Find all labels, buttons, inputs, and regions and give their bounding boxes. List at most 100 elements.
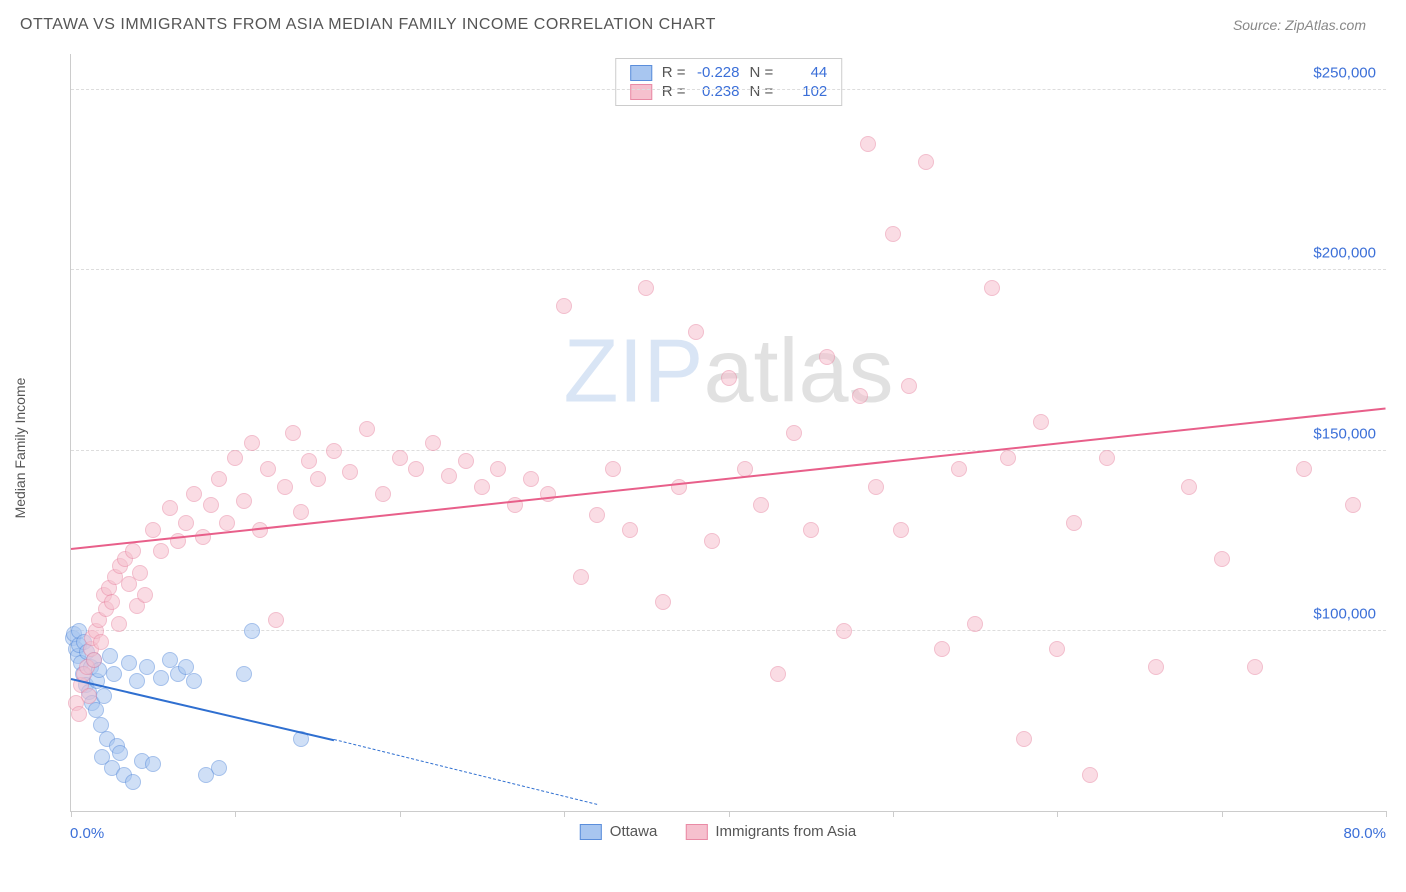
scatter-point xyxy=(153,543,169,559)
scatter-point xyxy=(490,461,506,477)
gridline xyxy=(71,450,1386,451)
scatter-point xyxy=(203,497,219,513)
y-tick-label: $100,000 xyxy=(1313,605,1376,622)
scatter-point xyxy=(260,461,276,477)
scatter-point xyxy=(638,280,654,296)
scatter-point xyxy=(71,706,87,722)
scatter-point xyxy=(125,543,141,559)
scatter-point xyxy=(293,504,309,520)
scatter-point xyxy=(786,425,802,441)
legend-swatch xyxy=(630,84,652,100)
scatter-point xyxy=(145,522,161,538)
scatter-point xyxy=(556,298,572,314)
scatter-point xyxy=(1214,551,1230,567)
scatter-point xyxy=(1099,450,1115,466)
scatter-point xyxy=(1181,479,1197,495)
x-axis-max-label: 80.0% xyxy=(1343,825,1386,842)
scatter-point xyxy=(104,594,120,610)
scatter-point xyxy=(86,652,102,668)
scatter-point xyxy=(425,435,441,451)
scatter-point xyxy=(1033,414,1049,430)
scatter-point xyxy=(111,616,127,632)
x-tick xyxy=(400,811,401,817)
scatter-point xyxy=(885,226,901,242)
scatter-point xyxy=(132,565,148,581)
scatter-point xyxy=(277,479,293,495)
scatter-point xyxy=(704,533,720,549)
scatter-point xyxy=(359,421,375,437)
scatter-point xyxy=(244,623,260,639)
scatter-point xyxy=(753,497,769,513)
scatter-point xyxy=(1148,659,1164,675)
scatter-point xyxy=(145,756,161,772)
scatter-point xyxy=(441,468,457,484)
scatter-point xyxy=(836,623,852,639)
scatter-point xyxy=(868,479,884,495)
scatter-point xyxy=(211,471,227,487)
legend-correlation-row: R =0.238N =102 xyxy=(630,82,828,101)
scatter-point xyxy=(93,634,109,650)
legend-series-item: Ottawa xyxy=(580,823,658,840)
legend-r-label: R = xyxy=(662,64,686,81)
scatter-point xyxy=(129,673,145,689)
scatter-point xyxy=(605,461,621,477)
scatter-point xyxy=(1082,767,1098,783)
plot-area: ZIPatlas R =-0.228N =44R =0.238N =102 $1… xyxy=(70,54,1386,812)
legend-swatch xyxy=(580,824,602,840)
legend-correlation-box: R = -0.228 N = 44R =0.238N =102 xyxy=(615,58,843,106)
scatter-point xyxy=(1000,450,1016,466)
x-tick xyxy=(729,811,730,817)
legend-series: OttawaImmigrants from Asia xyxy=(580,823,856,840)
legend-swatch xyxy=(685,824,707,840)
scatter-point xyxy=(162,500,178,516)
scatter-point xyxy=(934,641,950,657)
legend-n-value: 44 xyxy=(783,64,827,81)
trend-line-extrapolated xyxy=(334,739,597,805)
gridline xyxy=(71,89,1386,90)
scatter-point xyxy=(153,670,169,686)
scatter-point xyxy=(1296,461,1312,477)
legend-correlation-row: R = -0.228 N = 44 xyxy=(630,63,828,82)
x-tick xyxy=(1057,811,1058,817)
scatter-point xyxy=(860,136,876,152)
scatter-point xyxy=(573,569,589,585)
scatter-point xyxy=(1049,641,1065,657)
legend-r-value: -0.228 xyxy=(696,64,740,81)
scatter-point xyxy=(96,688,112,704)
scatter-point xyxy=(106,666,122,682)
scatter-point xyxy=(622,522,638,538)
scatter-point xyxy=(285,425,301,441)
scatter-point xyxy=(195,529,211,545)
scatter-point xyxy=(112,745,128,761)
scatter-point xyxy=(342,464,358,480)
scatter-point xyxy=(139,659,155,675)
scatter-point xyxy=(901,378,917,394)
scatter-point xyxy=(186,673,202,689)
scatter-point xyxy=(1345,497,1361,513)
scatter-point xyxy=(408,461,424,477)
legend-n-label: N = xyxy=(750,64,774,81)
scatter-point xyxy=(301,453,317,469)
scatter-point xyxy=(458,453,474,469)
scatter-point xyxy=(721,370,737,386)
gridline xyxy=(71,269,1386,270)
y-axis-label: Median Family Income xyxy=(12,378,28,519)
scatter-point xyxy=(688,324,704,340)
x-tick xyxy=(1386,811,1387,817)
legend-n-value: 102 xyxy=(783,83,827,100)
scatter-point xyxy=(326,443,342,459)
chart-container: Median Family Income ZIPatlas R =-0.228N… xyxy=(50,54,1386,842)
scatter-point xyxy=(737,461,753,477)
scatter-point xyxy=(102,648,118,664)
gridline xyxy=(71,630,1386,631)
scatter-point xyxy=(227,450,243,466)
scatter-point xyxy=(671,479,687,495)
x-tick xyxy=(1222,811,1223,817)
scatter-point xyxy=(137,587,153,603)
scatter-point xyxy=(967,616,983,632)
scatter-point xyxy=(803,522,819,538)
scatter-point xyxy=(178,515,194,531)
scatter-point xyxy=(589,507,605,523)
scatter-point xyxy=(310,471,326,487)
scatter-point xyxy=(918,154,934,170)
